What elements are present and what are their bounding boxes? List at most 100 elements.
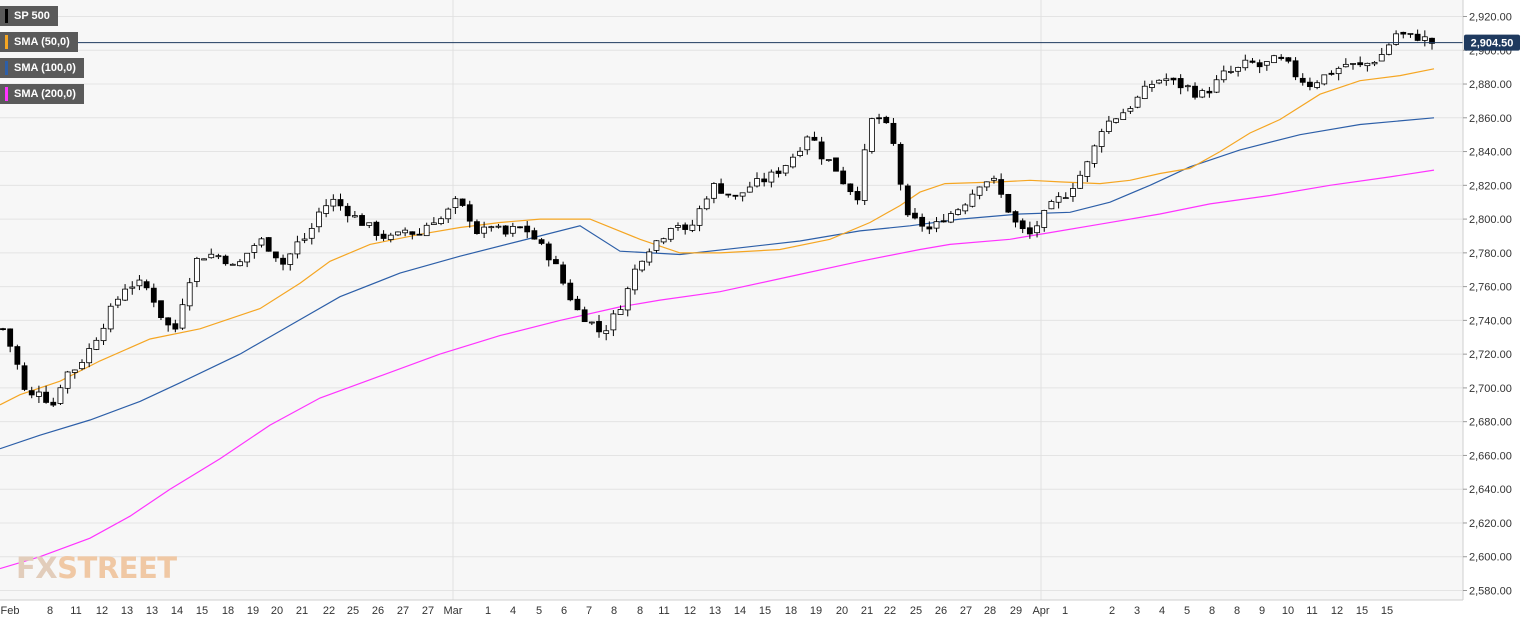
- candle-body: [1134, 96, 1141, 108]
- x-tick-label: 8: [1209, 605, 1215, 617]
- x-tick-label: 7: [586, 605, 592, 617]
- x-tick-label: 15: [196, 605, 208, 617]
- candle-body: [1314, 82, 1321, 88]
- candle-body: [1206, 90, 1213, 94]
- candle-body: [775, 170, 782, 174]
- candle-body: [732, 194, 739, 197]
- x-tick-label: 6: [561, 605, 567, 617]
- candle-body: [452, 198, 459, 208]
- candle-body: [323, 205, 330, 214]
- legend-sp500[interactable]: SP 500: [0, 5, 84, 27]
- legend-sma100[interactable]: SMA (100,0): [0, 57, 84, 79]
- candle-body: [847, 183, 854, 193]
- candle-body: [129, 286, 136, 289]
- x-tick-label: 21: [296, 605, 308, 617]
- x-tick-label: 25: [347, 605, 359, 617]
- x-tick-label: 11: [70, 605, 81, 617]
- x-tick-label: Mar: [444, 605, 463, 617]
- candle-body: [28, 390, 35, 396]
- candle-body: [237, 261, 243, 267]
- candle-body: [912, 212, 918, 219]
- candle-body: [251, 245, 258, 253]
- candle-body: [639, 260, 646, 271]
- candle-body: [761, 178, 768, 183]
- candle-body: [718, 183, 724, 194]
- candle-body: [244, 252, 251, 263]
- candle-body: [962, 204, 969, 212]
- candle-body: [1321, 74, 1328, 85]
- candle-body: [1084, 161, 1091, 177]
- x-tick-label: 26: [372, 605, 384, 617]
- candle-body: [495, 225, 502, 228]
- candle-body: [1421, 36, 1428, 41]
- candle-body: [1371, 61, 1378, 65]
- x-tick-label: 13: [709, 605, 721, 617]
- candle-body: [1335, 67, 1342, 75]
- x-tick-label: 12: [96, 605, 108, 617]
- x-tick-label: 25: [910, 605, 922, 617]
- legend-sma200[interactable]: SMA (200,0): [0, 83, 84, 105]
- candle-body: [380, 233, 387, 239]
- sma50-line: [0, 68, 1435, 406]
- current-price-value: 2,904.50: [1471, 38, 1514, 50]
- candle-body: [1149, 83, 1155, 88]
- y-tick-label: 2,760.00: [1469, 282, 1512, 294]
- x-tick-label: 18: [785, 605, 797, 617]
- y-tick-label: 2,880.00: [1469, 79, 1512, 91]
- candle-body: [423, 224, 430, 237]
- candle-body: [114, 298, 121, 306]
- candle-body: [617, 309, 624, 315]
- candle-body: [122, 288, 128, 301]
- legend-sma50[interactable]: SMA (50,0): [0, 31, 84, 53]
- x-tick-label: 5: [536, 605, 542, 617]
- candle-body: [955, 209, 961, 215]
- candle-body: [782, 165, 789, 174]
- candle-body: [976, 186, 983, 196]
- candle-body: [983, 181, 990, 188]
- y-tick-label: 2,780.00: [1469, 248, 1512, 260]
- candle-body: [402, 229, 409, 234]
- x-tick-label: 12: [684, 605, 696, 617]
- legend-sp500-label: SP 500: [14, 10, 50, 22]
- legend-sma50-label: SMA (50,0): [14, 36, 70, 48]
- x-tick-label: 11: [1306, 605, 1317, 617]
- candle-body: [351, 215, 358, 218]
- candle-body: [1342, 63, 1349, 68]
- candle-body: [998, 179, 1005, 195]
- candle-body: [1156, 79, 1163, 84]
- x-tick-label: 3: [1134, 605, 1140, 617]
- candle-body: [215, 255, 222, 258]
- candle-body: [1019, 220, 1026, 230]
- x-tick-label: 20: [836, 605, 848, 617]
- x-tick-label: 12: [1331, 605, 1343, 617]
- x-tick-label: 28: [984, 605, 996, 617]
- candle-body: [1034, 225, 1040, 234]
- candle-body: [1350, 63, 1356, 65]
- candle-body: [940, 220, 947, 223]
- x-tick-label: 27: [960, 605, 972, 617]
- x-tick-label: 19: [247, 605, 259, 617]
- candle-body: [1048, 201, 1055, 210]
- x-tick-label: 1: [1062, 605, 1068, 617]
- candle-body: [804, 136, 811, 151]
- candle-body: [754, 178, 760, 187]
- y-tick-label: 2,640.00: [1469, 484, 1512, 496]
- candle-body: [553, 259, 559, 265]
- candle-body: [825, 159, 832, 161]
- candle-body: [1414, 33, 1421, 41]
- candle-body: [337, 199, 344, 207]
- x-tick-label: 2: [1109, 605, 1115, 617]
- sma200-swatch: [5, 87, 8, 101]
- candle-body: [646, 251, 653, 263]
- x-axis-ticks: Feb 8 11 12 13 13 14 15 18 19 20 21 22 25 26 27 27 Mar 1 4 5…: [1, 605, 1394, 617]
- candle-body: [1278, 56, 1285, 59]
- x-tick-label: 20: [271, 605, 283, 617]
- candle-body: [969, 193, 976, 207]
- y-tick-label: 2,600.00: [1469, 552, 1512, 564]
- x-tick-label: 4: [1159, 605, 1165, 617]
- candle-body: [581, 309, 588, 323]
- candle-body: [280, 257, 286, 265]
- candle-body: [71, 369, 78, 373]
- sma100-line: [0, 117, 1435, 450]
- candle-body: [7, 328, 14, 347]
